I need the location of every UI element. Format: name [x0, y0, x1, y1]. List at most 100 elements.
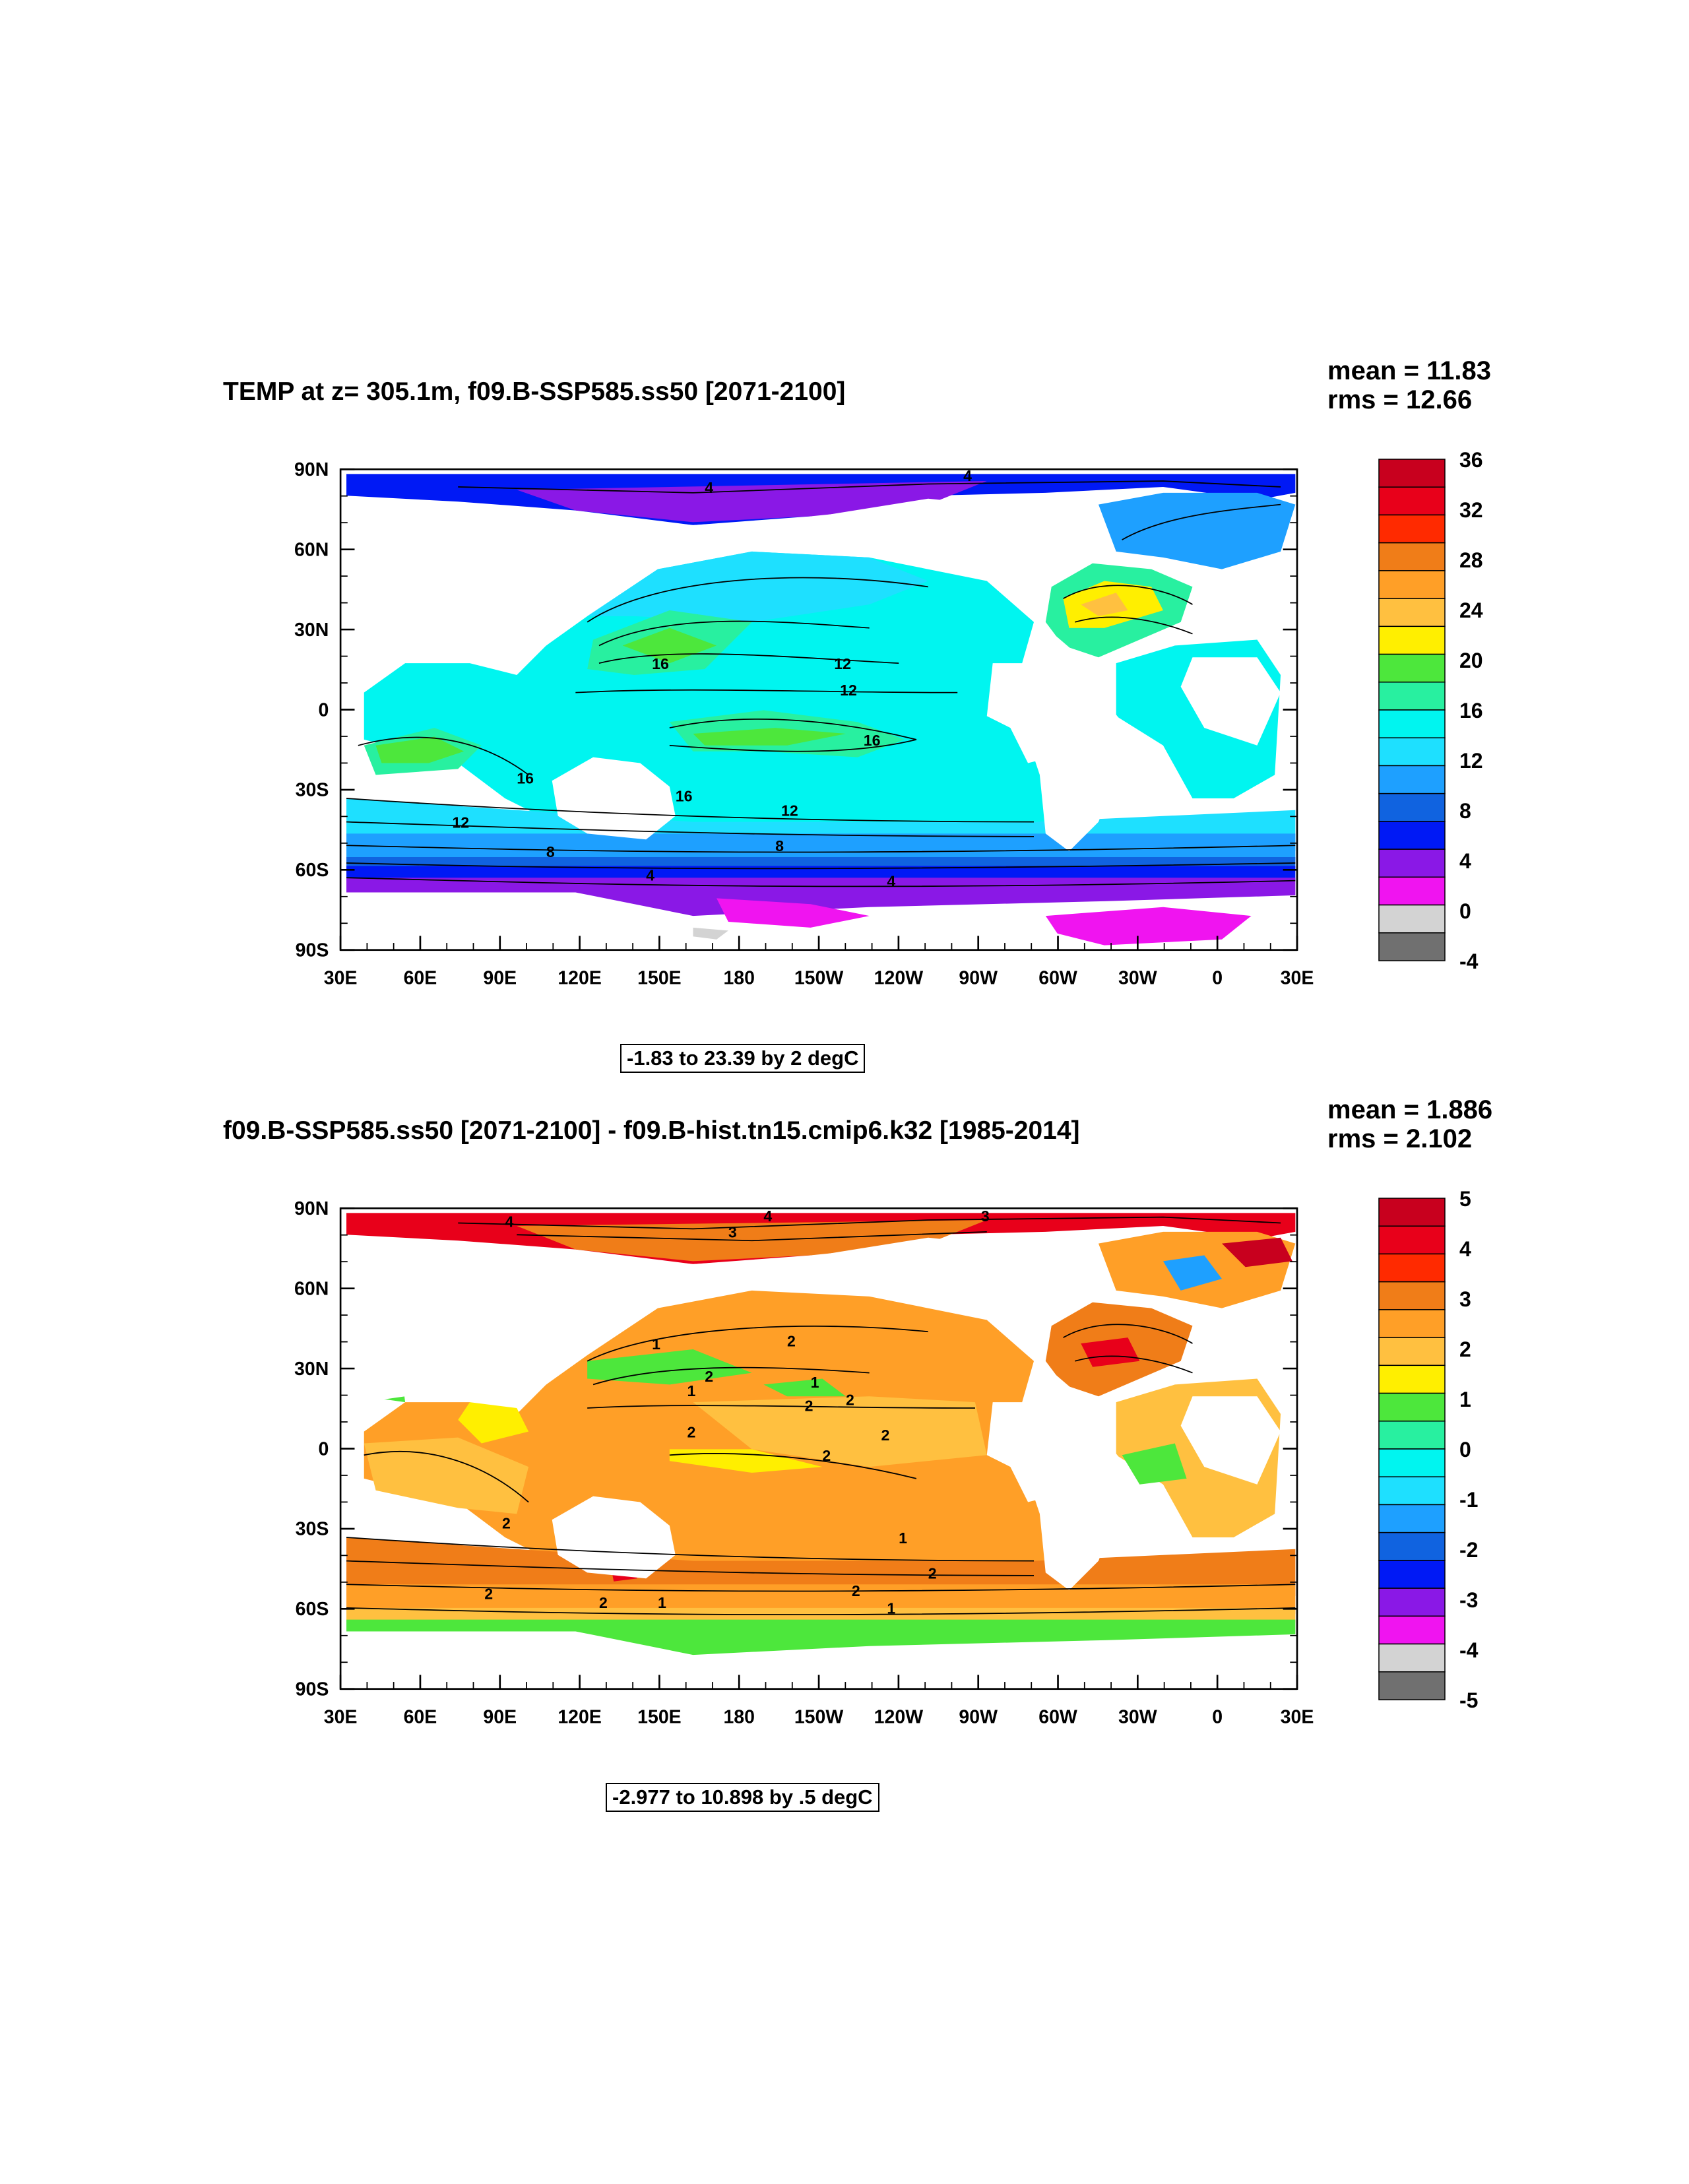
colorbar-label: -4: [1459, 949, 1479, 973]
x-tick-label: 30W: [1118, 1706, 1157, 1727]
x-tick-label: 60E: [404, 1706, 437, 1727]
panel-title: f09.B-SSP585.ss50 [2071-2100] - f09.B-hi…: [223, 1116, 1080, 1145]
colorbar-label: 0: [1459, 899, 1471, 923]
colorbar-swatch: [1378, 1365, 1446, 1394]
colorbar-label: 4: [1459, 849, 1471, 873]
y-tick-label: 90N: [294, 1198, 329, 1219]
colorbar-label: -2: [1459, 1538, 1478, 1562]
colorbar-swatch: [1378, 514, 1446, 544]
y-tick-label: 0: [318, 699, 329, 721]
contour-label: 2: [822, 1447, 831, 1464]
contour-label: 12: [834, 655, 851, 672]
colorbar-label: 12: [1459, 749, 1483, 773]
axis-ticks: 90N 60N 30N 0 30S 60S 90S 30E 60E 90E 120E 150E 180 1…: [294, 459, 1314, 988]
x-tick-label: 120W: [874, 967, 924, 988]
colorbar-swatch: [1378, 1421, 1446, 1450]
x-tick-label: 90E: [483, 1706, 517, 1727]
colorbar-swatch: [1378, 1448, 1446, 1477]
colorbar-swatch: [1378, 1560, 1446, 1589]
colorbar-swatch: [1378, 1309, 1446, 1338]
colorbar-swatch: [1378, 653, 1446, 683]
x-tick-label: 150E: [637, 1706, 682, 1727]
contour-label: 2: [928, 1564, 937, 1582]
colorbar-swatch: [1378, 792, 1446, 822]
colorbar-swatch: [1378, 542, 1446, 571]
contour-label: 2: [599, 1594, 608, 1611]
y-tick-label: 60S: [296, 860, 329, 881]
contour-range-box: -2.977 to 10.898 by .5 degC: [606, 1783, 879, 1812]
panel-title: TEMP at z= 305.1m, f09.B-SSP585.ss50 [20…: [223, 377, 846, 406]
x-tick-label: 180: [723, 967, 755, 988]
x-tick-label: 30W: [1118, 967, 1157, 988]
colorbar-swatch: [1378, 737, 1446, 767]
colorbar-label: 24: [1459, 598, 1483, 622]
y-tick-label: 60N: [294, 539, 329, 560]
colorbar-label: 32: [1459, 498, 1483, 522]
colorbar-swatch: [1378, 1281, 1446, 1310]
contour-label: 16: [864, 732, 881, 749]
colorbar-swatch: [1378, 1392, 1446, 1422]
colorbar-swatch: [1378, 1615, 1446, 1645]
colorbar-label: 1: [1459, 1388, 1471, 1411]
colorbar: 36 32 28 24 20 16 12 8 4 0 -4: [1378, 448, 1483, 973]
panel-difference: f09.B-SSP585.ss50 [2071-2100] - f09.B-hi…: [0, 1095, 1689, 1812]
contour-label: 16: [676, 787, 693, 804]
x-tick-label: 30E: [324, 1706, 358, 1727]
colorbar-label: 8: [1459, 799, 1471, 823]
x-tick-label: 120E: [558, 967, 602, 988]
contour-label: 4: [505, 1213, 513, 1231]
x-tick-label: 150W: [794, 967, 844, 988]
rms-stat: rms = 2.102: [1327, 1124, 1473, 1153]
x-tick-label: 90W: [959, 1706, 998, 1727]
colorbar-swatch: [1378, 486, 1446, 516]
colorbar-label: -3: [1459, 1588, 1478, 1612]
colorbar-label: 36: [1459, 448, 1483, 472]
colorbar-swatch: [1378, 682, 1446, 711]
contour-label: 1: [687, 1382, 696, 1399]
map-plot: 4 4 16 12 12 16 16 16 12 12 8 8 4 4 90N 6…: [223, 437, 1314, 1031]
contour-label: 4: [887, 873, 895, 890]
contour-label: 2: [805, 1397, 813, 1414]
panel-temperature: TEMP at z= 305.1m, f09.B-SSP585.ss50 [20…: [0, 356, 1689, 1073]
contour-label: 1: [811, 1374, 819, 1391]
contour-label: 12: [840, 682, 857, 699]
colorbar-label: 16: [1459, 699, 1483, 723]
contour-label: 1: [899, 1529, 907, 1547]
contour-label: 4: [963, 467, 972, 484]
contour-label: 4: [646, 867, 654, 884]
y-tick-label: 30N: [294, 1359, 329, 1380]
contour-label: 2: [787, 1333, 796, 1350]
contour-label: 2: [502, 1515, 511, 1532]
contour-range-box: -1.83 to 23.39 by 2 degC: [620, 1044, 866, 1073]
x-tick-label: 90E: [483, 967, 517, 988]
y-tick-label: 30S: [296, 780, 329, 801]
colorbar-swatch: [1378, 765, 1446, 794]
x-tick-label: 120W: [874, 1706, 924, 1727]
contour-label: 8: [546, 843, 555, 860]
y-tick-label: 30N: [294, 620, 329, 641]
mean-stat: mean = 1.886: [1327, 1095, 1493, 1124]
x-tick-label: 180: [723, 1706, 755, 1727]
contour-label: 2: [852, 1582, 860, 1599]
contour-label: 2: [846, 1392, 854, 1409]
contour-label: 2: [687, 1424, 696, 1441]
map-plot: 4 4 3 3 2 1 2 1 2 1 2 2 2 2 2 1 2 2 2 1: [223, 1176, 1314, 1770]
colorbar-swatch: [1378, 932, 1446, 961]
colorbar-swatch: [1378, 1253, 1446, 1283]
contour-label: 1: [652, 1335, 660, 1353]
colorbar-label: -5: [1459, 1688, 1478, 1712]
y-tick-label: 60N: [294, 1278, 329, 1299]
colorbar-swatch: [1378, 570, 1446, 599]
contour-label: 1: [658, 1594, 666, 1611]
colorbar: 5 4 3 2 1 0 -1 -2 -3 -4 -5: [1378, 1187, 1479, 1712]
colorbar-label: 28: [1459, 548, 1483, 572]
contour-label: 2: [881, 1427, 889, 1444]
colorbar-swatch: [1378, 1504, 1446, 1533]
y-tick-label: 0: [318, 1438, 329, 1460]
colorbar-swatch: [1378, 1198, 1446, 1227]
contour-label: 4: [705, 479, 713, 496]
map-canvas: 4 4 3 3 2 1 2 1 2 1 2 2 2 2 2 1 2 2 2 1: [294, 1198, 1314, 1727]
contour-label: 3: [981, 1207, 990, 1225]
colorbar-swatch: [1378, 876, 1446, 906]
contour-label: 3: [728, 1224, 737, 1241]
